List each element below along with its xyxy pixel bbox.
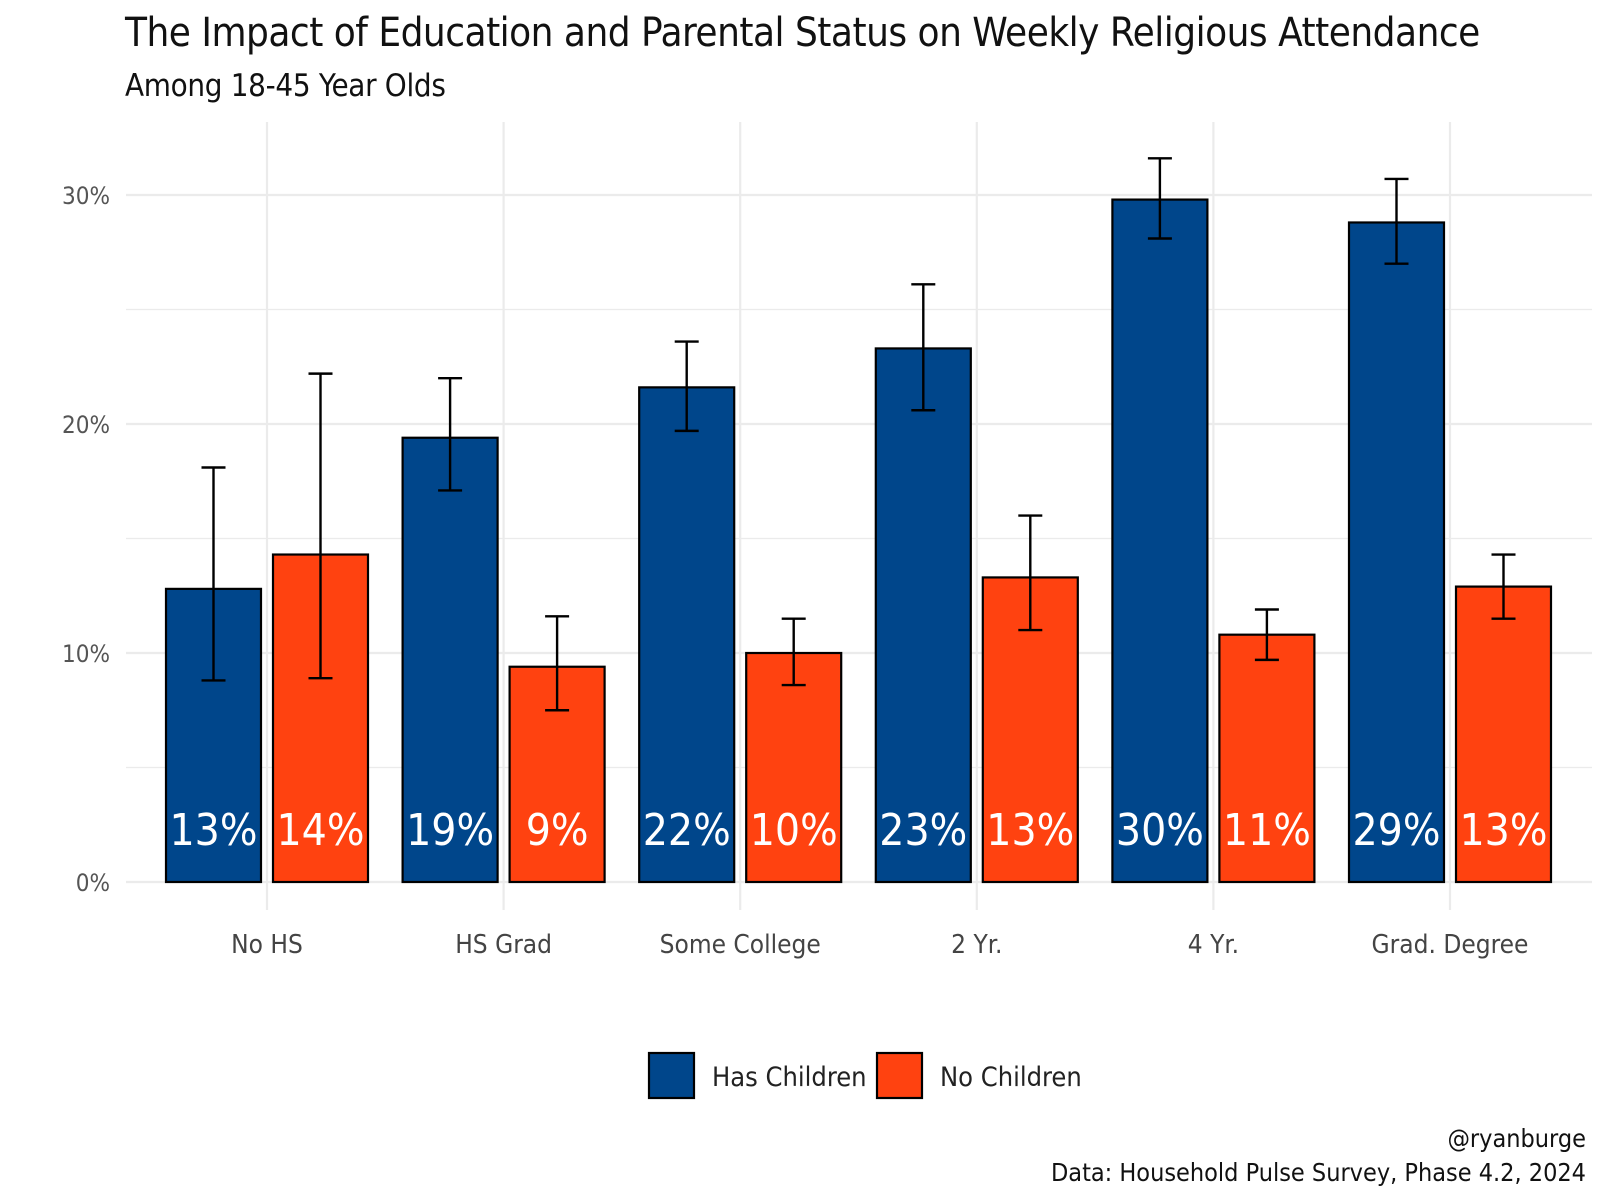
x-tick-label: 2 Yr. [951, 930, 1002, 960]
bar-value-label: 22% [643, 805, 731, 856]
bar-value-label: 9% [526, 805, 589, 856]
error-bars [201, 157, 1516, 712]
caption: @ryanburge Data: Household Pulse Survey,… [1051, 1122, 1586, 1190]
bar-value-label: 19% [406, 805, 494, 856]
bar-has-children [638, 386, 736, 884]
bar-has-children [1347, 221, 1446, 884]
bar-no-children [745, 651, 843, 884]
x-tick-label: No HS [231, 930, 303, 960]
bars [164, 198, 1553, 884]
chart-subtitle: Among 18-45 Year Olds [125, 68, 446, 104]
legend-label-no-children: No Children [940, 1062, 1082, 1093]
bar-value-label: 10% [750, 805, 838, 856]
bar-has-children [874, 347, 972, 884]
grid-lines [126, 122, 1592, 910]
bar-has-children [401, 436, 499, 884]
y-tick-label: 10% [62, 640, 110, 668]
x-tick-label: 4 Yr. [1188, 930, 1239, 960]
bar-value-label: 11% [1223, 805, 1311, 856]
legend-key-has-children [647, 1051, 696, 1100]
x-tick-label: Grad. Degree [1372, 930, 1529, 960]
x-tick-label: Some College [660, 930, 821, 960]
y-tick-label: 0% [76, 869, 110, 897]
x-axis: No HS HS Grad Some College 2 Yr. 4 Yr. Grad. … [231, 930, 1528, 960]
x-tick-label: HS Grad [455, 930, 552, 960]
bar-value-label: 29% [1353, 805, 1441, 856]
bar-labels: 13% 14% 19% 9% 22% 10% 23% 13% 30% 11% 29% 13% [170, 805, 1548, 856]
bar-value-label: 14% [277, 805, 365, 856]
bar-no-children [1454, 585, 1553, 884]
bar-has-children [1111, 198, 1209, 884]
bar-value-label: 13% [170, 805, 258, 856]
bar-value-label: 30% [1116, 805, 1204, 856]
legend-label-has-children: Has Children [712, 1062, 867, 1093]
bar-value-label: 13% [986, 805, 1074, 856]
bar-value-label: 23% [879, 805, 967, 856]
y-tick-label: 30% [62, 182, 110, 210]
chart-title: The Impact of Education and Parental Sta… [125, 10, 1480, 56]
legend-key-no-children [875, 1051, 924, 1100]
y-axis: 0% 10% 20% 30% [62, 182, 110, 897]
bar-no-children [1218, 633, 1316, 884]
caption-source: Data: Household Pulse Survey, Phase 4.2,… [1050, 1158, 1586, 1187]
y-tick-label: 20% [62, 411, 110, 439]
legend: Has Children No Children [647, 1051, 1082, 1100]
bar-value-label: 13% [1460, 805, 1548, 856]
caption-handle: @ryanburge [1447, 1124, 1586, 1153]
